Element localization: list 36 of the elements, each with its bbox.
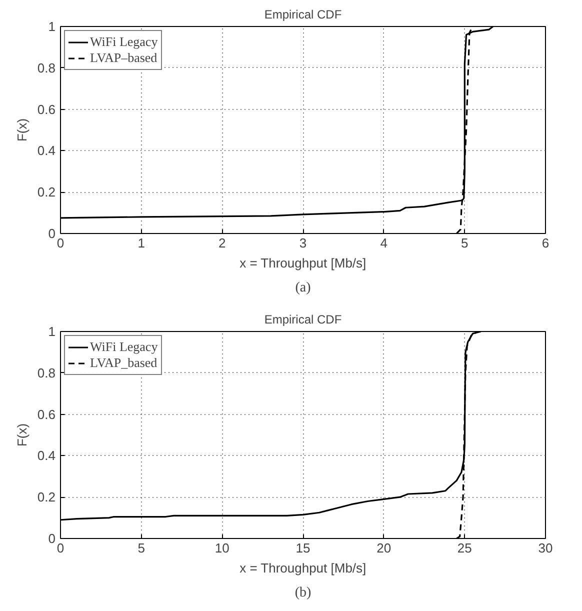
y-tick-label: 0.6 — [37, 102, 56, 117]
x-tick-label: 3 — [299, 236, 307, 250]
x-tick-label: 30 — [538, 540, 553, 556]
x-tick-label: 15 — [296, 540, 310, 556]
y-tick-label: 0.2 — [37, 490, 56, 505]
x-tick-label: 5 — [461, 236, 468, 250]
text: (a) — [295, 280, 312, 296]
x-axis-title: x = Throughput [Mb/s] — [240, 560, 366, 576]
y-tick-label: 1 — [48, 19, 56, 34]
y-axis-title: F(x) — [14, 423, 30, 447]
chart-title: Empirical CDF — [264, 8, 342, 22]
text: (b) — [294, 586, 312, 600]
x-tick-label: 4 — [380, 236, 388, 250]
y-tick-label: 0.2 — [37, 184, 56, 200]
x-tick-label: 2 — [218, 236, 226, 250]
x-tick-label: 20 — [376, 540, 392, 556]
x-tick-label: 10 — [214, 540, 230, 556]
x-tick-label: 6 — [542, 236, 550, 250]
legend-label: WiFi Legacy — [90, 339, 158, 355]
y-tick-label: 0 — [48, 531, 56, 546]
y-tick-label: 0.8 — [37, 365, 56, 380]
y-tick-label: 0 — [48, 226, 56, 241]
y-tick-label: 0.6 — [37, 406, 56, 422]
legend-label: WiFi Legacy — [90, 34, 158, 50]
y-tick-label: 0.8 — [37, 60, 56, 76]
legend-label: LVAP–based — [90, 50, 158, 66]
x-tick-label: 25 — [457, 540, 472, 556]
chart-title: Empirical CDF — [264, 312, 342, 326]
y-axis-title: F(x) — [14, 118, 30, 142]
y-tick-label: 0.4 — [37, 143, 56, 158]
legend-label: LVAP_based — [90, 355, 158, 371]
x-tick-label: 1 — [138, 236, 145, 250]
x-axis-title: x = Throughput [Mb/s] — [240, 256, 366, 270]
y-tick-label: 1 — [48, 324, 56, 339]
x-tick-label: 5 — [138, 540, 145, 556]
y-tick-label: 0.4 — [37, 448, 56, 464]
